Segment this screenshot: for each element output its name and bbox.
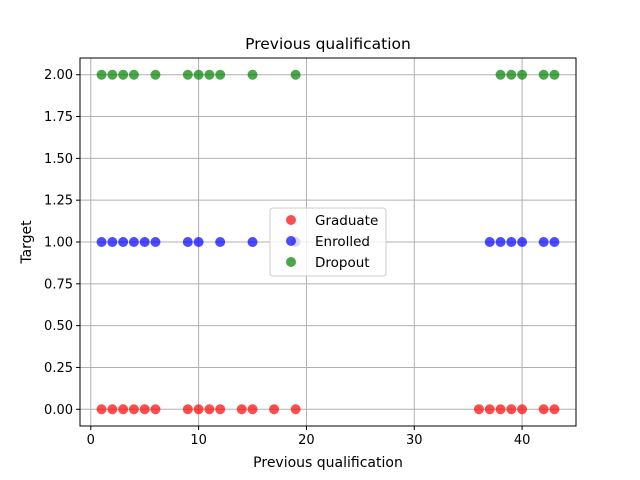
point-graduate [549,404,560,415]
point-dropout [107,69,118,80]
point-enrolled [107,237,118,247]
y-tick-label: 0.75 [44,277,73,292]
y-tick-label: 1.75 [44,110,73,125]
point-dropout [506,69,517,80]
x-tick-label: 40 [514,433,531,448]
point-graduate [247,404,258,415]
point-graduate [506,404,517,415]
point-enrolled [247,237,258,247]
point-dropout [204,69,215,80]
point-dropout [193,69,204,80]
point-enrolled [506,237,517,247]
point-enrolled [128,237,139,247]
legend-marker-dropout [286,257,296,267]
point-dropout [118,69,129,80]
legend-marker-graduate [286,215,296,225]
y-tick-label: 1.00 [44,236,73,251]
point-dropout [96,69,107,80]
y-tick-label: 0.00 [44,403,73,418]
x-tick-label: 20 [298,433,315,448]
point-enrolled [150,237,161,247]
point-dropout [549,69,560,80]
point-graduate [215,404,226,415]
point-graduate [484,404,495,415]
y-tick-label: 1.25 [44,194,73,209]
point-enrolled [538,237,549,247]
point-enrolled [484,237,495,247]
chart-title: Previous qualification [245,35,411,53]
point-graduate [495,404,506,415]
point-graduate [107,404,118,415]
y-tick-label: 0.50 [44,319,73,334]
point-enrolled [118,237,129,247]
point-graduate [473,404,484,415]
point-dropout [538,69,549,80]
x-tick-label: 30 [406,433,423,448]
point-dropout [182,69,193,80]
point-graduate [204,404,215,415]
point-enrolled [215,237,226,247]
point-graduate [128,404,139,415]
x-tick-label: 10 [190,433,207,448]
point-dropout [290,69,301,80]
point-graduate [269,404,280,415]
point-graduate [96,404,107,415]
point-graduate [290,404,301,415]
point-graduate [538,404,549,415]
point-enrolled [182,237,193,247]
point-graduate [182,404,193,415]
x-axis-label: Previous qualification [253,455,403,471]
point-enrolled [139,237,150,247]
point-graduate [193,404,204,415]
point-enrolled [96,237,107,247]
y-axis-label: Target [19,220,35,265]
legend: Graduate Enrolled Dropout [269,207,387,277]
point-dropout [128,69,139,80]
point-enrolled [193,237,204,247]
point-enrolled [495,237,506,247]
point-graduate [150,404,161,415]
point-enrolled [549,237,560,247]
point-dropout [495,69,506,80]
point-dropout [247,69,258,80]
point-graduate [236,404,247,415]
y-tick-label: 1.50 [44,152,73,167]
point-dropout [150,69,161,80]
data-points [96,69,560,415]
point-enrolled [517,237,528,247]
legend-box [269,207,387,277]
x-tick-label: 0 [87,433,95,448]
legend-label-dropout: Dropout [315,255,370,271]
axis-ticks: 0 10 20 30 40 0.00 0.25 0.50 0.75 1.00 1.25 1.50 1.7… [44,68,530,448]
y-tick-label: 2.00 [44,68,73,83]
point-graduate [118,404,129,415]
y-tick-label: 0.25 [44,361,73,376]
point-dropout [517,69,528,80]
legend-marker-enrolled [286,236,296,246]
point-graduate [139,404,150,415]
point-dropout [215,69,226,80]
point-graduate [517,404,528,415]
legend-label-enrolled: Enrolled [315,234,370,250]
legend-label-graduate: Graduate [315,213,378,229]
